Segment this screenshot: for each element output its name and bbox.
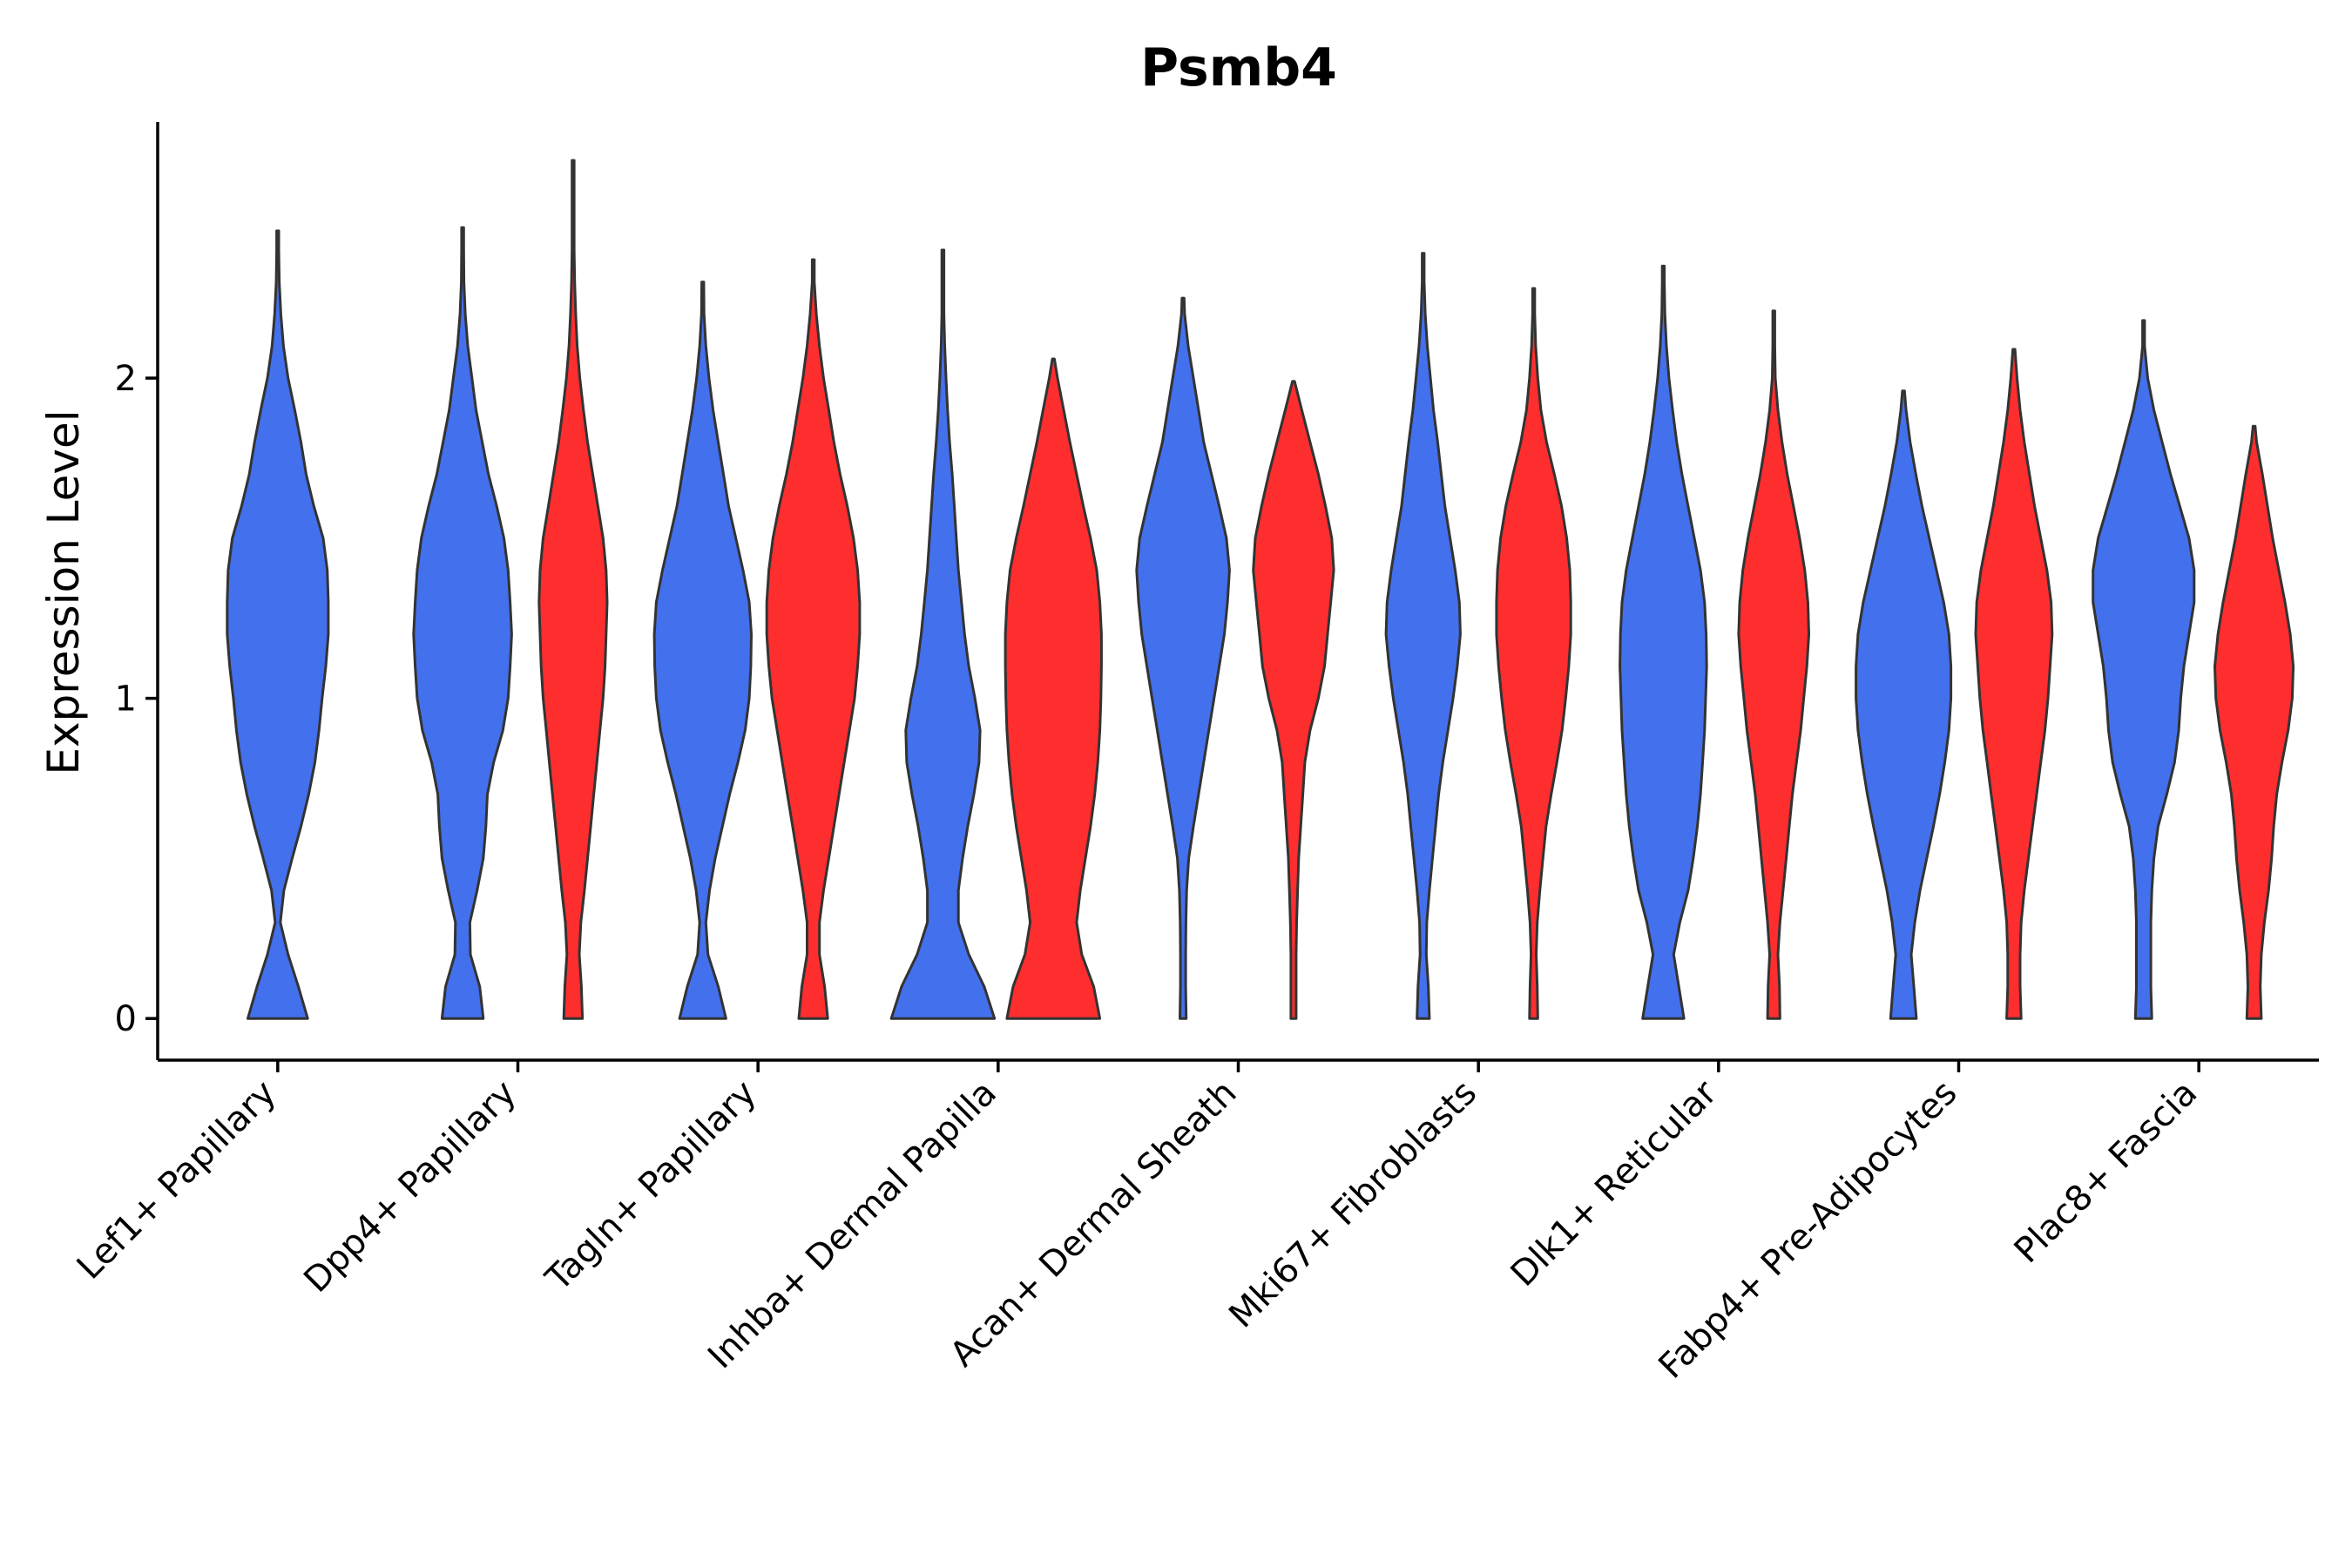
y-axis-label: Expression Level bbox=[38, 409, 89, 774]
violin-group-blue bbox=[2092, 319, 2196, 1020]
violin-group-red bbox=[1004, 357, 1103, 1020]
violin-group-red bbox=[1495, 287, 1572, 1020]
y-tick-label: 2 bbox=[115, 359, 137, 399]
violin-group-blue bbox=[1855, 389, 1953, 1020]
x-tick-label: Dpp4+ Papillary bbox=[296, 1073, 524, 1301]
violin-group-red bbox=[765, 258, 862, 1020]
x-tick-label: Acan+ Dermal Sheath bbox=[943, 1073, 1245, 1375]
violins-layer bbox=[226, 159, 2295, 1020]
y-tick-label: 1 bbox=[115, 679, 137, 720]
chart-title: Psmb4 bbox=[1140, 37, 1337, 98]
violin-group-red bbox=[1974, 348, 2054, 1020]
violin-group-red bbox=[2213, 424, 2295, 1020]
violin-group-blue bbox=[1135, 296, 1231, 1020]
violin-group-red bbox=[537, 159, 609, 1020]
violin-group-red bbox=[1737, 309, 1810, 1020]
violin-group-blue bbox=[1619, 264, 1708, 1020]
x-ticks: Lef1+ Papillary Dpp4+ Papillary Tagln+ Pap… bbox=[70, 1060, 2206, 1387]
x-tick-label: Lef1+ Papillary bbox=[70, 1073, 284, 1288]
x-tick-label: Tagln+ Papillary bbox=[537, 1073, 764, 1300]
violin-group-blue bbox=[412, 226, 513, 1020]
violin-group-red bbox=[1252, 380, 1335, 1020]
y-ticks: 0 1 2 bbox=[115, 359, 158, 1039]
x-tick-label: Dlk1+ Reticular bbox=[1504, 1072, 1726, 1294]
y-tick-label: 0 bbox=[115, 999, 137, 1039]
violin-group-blue bbox=[652, 280, 753, 1020]
violin-group-blue bbox=[1384, 252, 1462, 1020]
x-tick-label: Plac8+ Fascia bbox=[2007, 1073, 2206, 1272]
violin-group-blue bbox=[889, 248, 997, 1020]
violin-group-blue bbox=[226, 229, 330, 1020]
x-tick-label: Mki67+ Fibroblasts bbox=[1221, 1073, 1484, 1336]
